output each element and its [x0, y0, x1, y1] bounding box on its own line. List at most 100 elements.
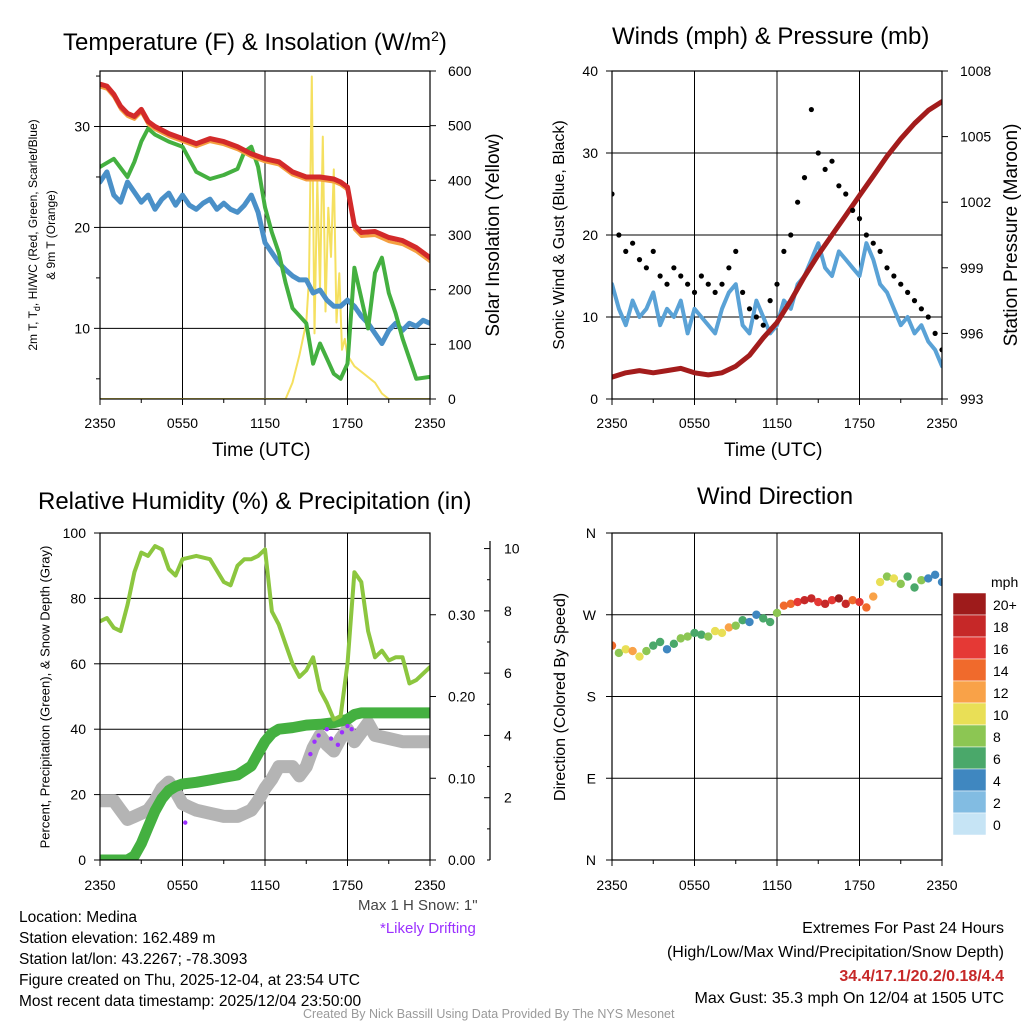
direction-point: [765, 617, 775, 627]
winds-gust-point: [616, 232, 622, 238]
humidity-drift-point: [324, 727, 330, 732]
winds-gust-point: [636, 257, 643, 263]
humidity-precip-tick-label: 0.00: [448, 852, 475, 868]
humidity-drift-point: [349, 727, 354, 732]
winds-y2tick-label: 1008: [960, 63, 991, 79]
direction-point: [669, 639, 679, 649]
legend-label: 10: [993, 707, 1009, 723]
winds-gust-point: [671, 265, 677, 271]
winds-xtick-label: 1150: [762, 415, 792, 431]
humidity-drift-point: [339, 730, 345, 735]
direction-point: [612, 641, 617, 650]
temperature-y2tick-label: 300: [448, 227, 472, 243]
humidity-snow-tick-label: 2: [504, 790, 512, 806]
legend-swatch: [952, 746, 987, 770]
winds-y2label-text: Station Pressure (Maroon): [1001, 123, 1022, 347]
winds-gust-point: [705, 281, 711, 287]
latlon: Station lat/lon: 43.2267; -78.3093: [19, 951, 248, 968]
direction-point: [820, 599, 830, 609]
direction-xtick-label: 2350: [926, 877, 957, 893]
direction-point: [628, 646, 637, 656]
winds-gust-point: [815, 150, 821, 156]
extremes-block: Extremes For Past 24 Hours (High/Low/Max…: [667, 917, 1004, 1009]
direction-point: [841, 599, 850, 609]
temperature-y2tick-label: 100: [448, 336, 472, 352]
legend-label: 20+: [993, 597, 1017, 613]
temperature-title-sup: 2: [431, 28, 439, 44]
temperature-xtick-label: 0550: [167, 415, 198, 431]
winds-gust-point: [925, 314, 931, 320]
winds-gust-point: [822, 166, 828, 172]
legend-label: 2: [993, 795, 1001, 811]
legend-swatch: [952, 768, 987, 792]
recent-timestamp: Most recent data timestamp: 2025/12/04 2…: [19, 993, 362, 1010]
elevation: Station elevation: 162.489 m: [19, 930, 216, 947]
drifting-note: *Likely Drifting: [380, 920, 476, 937]
legend-label: 14: [993, 663, 1009, 679]
legend-label: 4: [993, 773, 1001, 789]
direction-point: [917, 576, 926, 585]
direction-ytick-label: S: [587, 689, 596, 705]
legend-swatch: [952, 680, 987, 704]
humidity-ylabel-text: Percent, Precipitation (Green), & Snow D…: [37, 545, 53, 849]
direction-point: [649, 641, 658, 650]
winds-ytick-label: 20: [582, 227, 598, 243]
humidity-xtick-label: 2350: [414, 877, 445, 893]
humidity-xtick-label: 0550: [167, 877, 198, 893]
winds-gust-point: [843, 191, 849, 197]
direction-point: [800, 596, 809, 605]
credit: Created By Nick Bassill Using Data Provi…: [303, 1007, 675, 1021]
winds-gust-point: [733, 248, 739, 254]
temperature-xtick-label: 2350: [84, 415, 115, 431]
winds-gust-point: [740, 289, 746, 295]
winds-xtick-label: 0550: [679, 415, 710, 431]
winds-gust-point: [678, 273, 684, 279]
direction-point: [683, 632, 692, 641]
winds-xtick-label: 2350: [926, 415, 957, 431]
direction-point: [827, 596, 837, 605]
winds-gust-point: [623, 248, 629, 254]
legend-swatch: [952, 724, 987, 748]
legend-label: 8: [993, 729, 1001, 745]
temperature-xtick-label: 2350: [414, 415, 445, 431]
winds-gust-point: [698, 273, 704, 279]
direction-point: [834, 594, 844, 603]
legend-swatch: [952, 614, 987, 638]
winds-gust-point: [898, 281, 904, 287]
winds-gust-point: [685, 281, 691, 287]
humidity-drift-point: [308, 751, 313, 757]
humidity-ytick-label: 80: [70, 590, 86, 606]
humidity-snow-tick-label: 10: [504, 541, 520, 557]
direction-point: [814, 597, 823, 607]
winds-gust-point: [905, 289, 911, 295]
footer-info: Location: Medina Station elevation: 162.…: [19, 907, 361, 1012]
direction-point: [937, 577, 942, 587]
temperature-ylabel-sub: d: [32, 306, 43, 312]
temperature-y2tick-label: 0: [448, 391, 456, 407]
temperature-series-1: [100, 85, 430, 264]
winds-y2tick-label: 996: [960, 325, 984, 341]
winds-gust-point: [939, 347, 942, 353]
legend-label: 18: [993, 619, 1009, 635]
winds-ytick-label: 30: [582, 145, 598, 161]
direction-point: [910, 583, 919, 592]
humidity-drift-point: [345, 723, 350, 729]
humidity-ytick-label: 20: [70, 787, 86, 803]
direction-point: [930, 570, 940, 579]
direction-point: [779, 601, 789, 610]
winds-pressure-line: [612, 99, 942, 380]
humidity-ytick-label: 100: [63, 525, 87, 541]
temperature-ytick-label: 10: [74, 320, 90, 336]
direction-point: [752, 610, 761, 619]
winds-gust-point: [932, 330, 938, 336]
winds-gust-point: [726, 265, 732, 271]
humidity-drift-point: [316, 733, 321, 738]
winds-gust-point: [829, 158, 835, 164]
direction-point: [869, 592, 878, 601]
winds-y2tick-label: 1005: [960, 129, 991, 145]
direction-point: [855, 597, 864, 607]
humidity-precip-tick-label: 0.20: [448, 689, 475, 705]
legend-label: 16: [993, 641, 1009, 657]
direction-xtick-label: 1150: [762, 877, 792, 893]
humidity-rh-line: [100, 544, 430, 722]
